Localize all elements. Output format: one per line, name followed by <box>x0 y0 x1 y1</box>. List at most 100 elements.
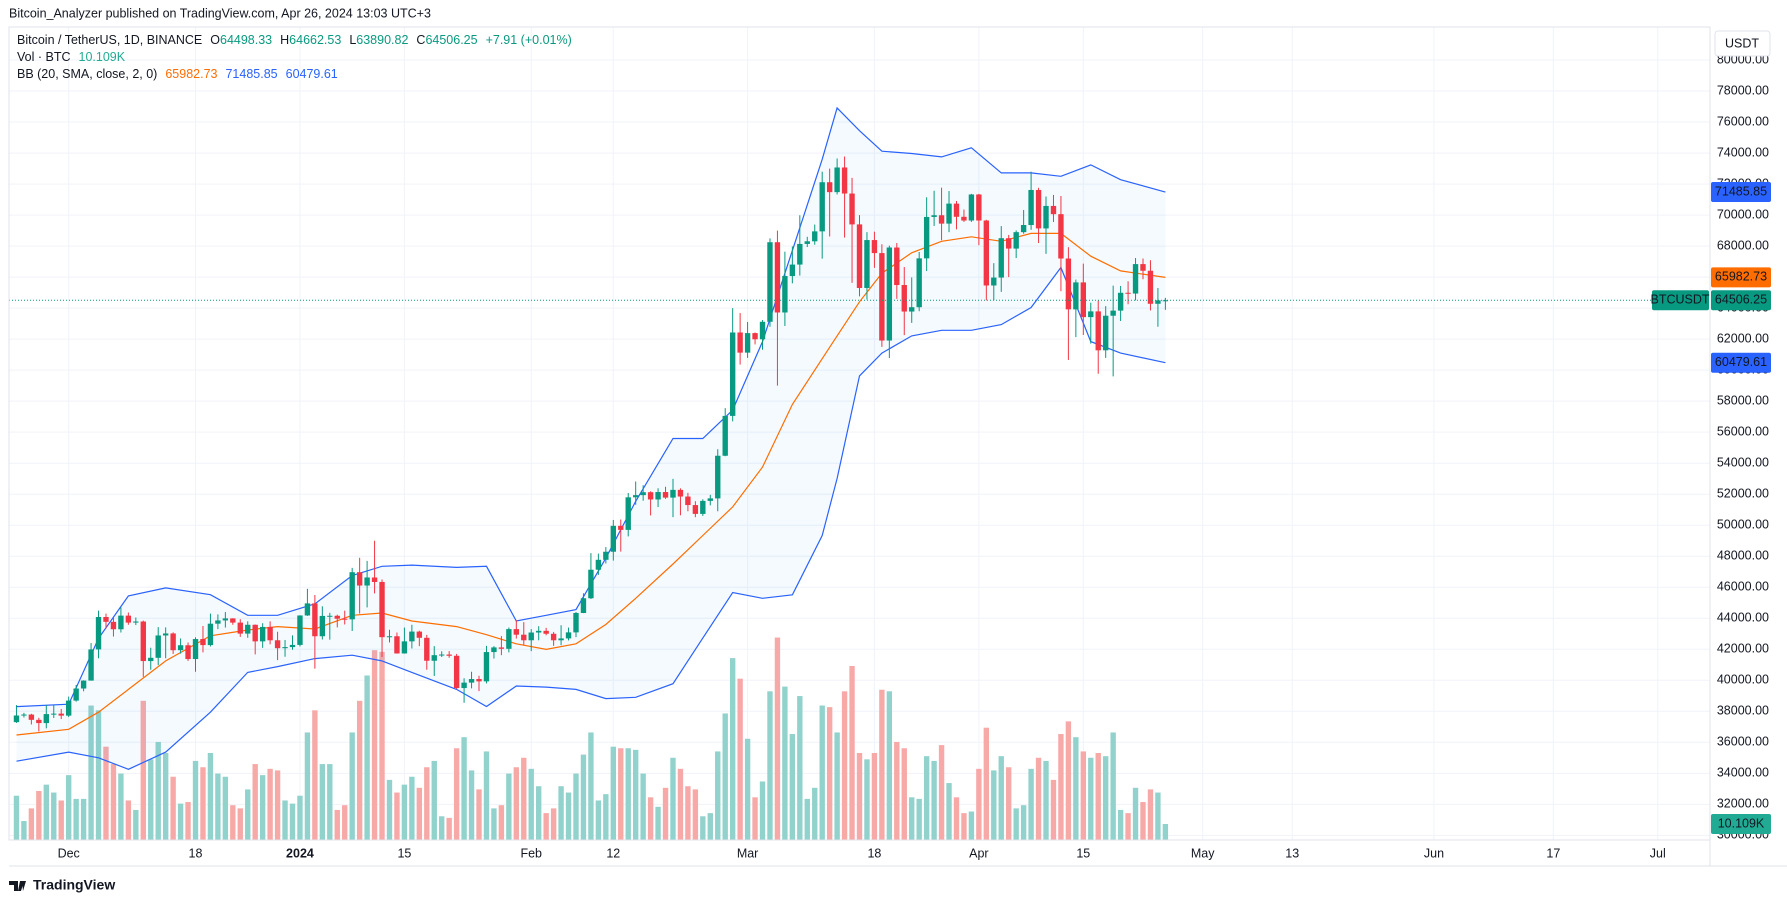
volume-bar <box>1035 757 1042 840</box>
volume-bar <box>73 798 79 840</box>
candle-body <box>916 258 922 308</box>
candle-body <box>140 621 146 662</box>
x-tick-label: 18 <box>189 846 203 860</box>
volume-bar <box>737 678 743 840</box>
candle-body <box>662 492 669 498</box>
candle-body <box>640 492 646 496</box>
candle-body <box>1073 282 1079 310</box>
logo-icon <box>9 881 26 891</box>
candle-body <box>1132 264 1139 294</box>
candle-body <box>983 220 990 286</box>
candle-body <box>319 615 326 637</box>
volume-bar <box>282 800 288 840</box>
volume-bar <box>677 768 684 840</box>
currency-label[interactable]: USDT <box>1725 36 1759 50</box>
candle-body <box>230 618 236 623</box>
volume-bar <box>879 689 885 840</box>
volume-bar <box>103 746 109 840</box>
volume-bar <box>431 760 437 840</box>
y-tick-label: 32000.00 <box>1717 797 1769 811</box>
volume-bar <box>1088 757 1094 840</box>
volume-bar <box>185 802 191 840</box>
x-tick-label: 15 <box>397 846 411 860</box>
volume-legend: Vol · BTC 10.109K <box>17 50 126 64</box>
bb-lower-value: 60479.61 <box>286 67 338 81</box>
candle-body <box>304 603 311 616</box>
volume-bar <box>461 737 467 840</box>
volume-bar <box>364 675 370 840</box>
candle-body <box>491 647 497 653</box>
candle-body <box>580 598 587 613</box>
volume-bar <box>521 757 527 840</box>
candle-body <box>297 615 303 645</box>
candle-body <box>155 635 161 658</box>
volume-bar <box>36 790 42 840</box>
volume-bar <box>1058 734 1064 840</box>
candle-body <box>767 242 773 322</box>
volume-bar <box>640 773 646 840</box>
candle-body <box>700 500 706 514</box>
candle-body <box>334 615 340 619</box>
candle-body <box>595 559 602 570</box>
candle-body <box>1117 292 1124 311</box>
candle-body <box>65 700 72 716</box>
y-tick-label: 50000.00 <box>1717 518 1769 532</box>
bb-lower-tag: 60479.61 <box>1715 355 1767 369</box>
band-lower <box>16 266 1166 770</box>
candle-body <box>498 647 505 649</box>
candle-body <box>864 240 870 288</box>
volume-bar <box>58 800 64 840</box>
volume-bar <box>901 748 907 840</box>
candle-body <box>804 241 810 244</box>
volume-bar <box>1065 721 1072 840</box>
volume-bar <box>439 816 445 840</box>
volume-bar <box>744 738 751 840</box>
candle-body <box>573 612 579 633</box>
volume-bar <box>1006 767 1012 840</box>
bb-middle-tag: 65982.73 <box>1715 270 1767 284</box>
candle-body <box>528 632 534 641</box>
candle-body <box>692 505 699 514</box>
volume-bar <box>1020 805 1027 840</box>
candle-body <box>267 626 273 641</box>
candle-body <box>946 203 952 224</box>
volume-bar <box>670 757 676 840</box>
candle-body <box>207 623 214 646</box>
volume-bar <box>409 776 415 840</box>
volume-bar <box>894 741 900 840</box>
volume-bar <box>401 784 408 840</box>
published-header: Bitcoin_Analyzer published on TradingVie… <box>9 6 431 20</box>
candle-body <box>386 636 393 638</box>
volume-bar <box>610 746 616 840</box>
bb-lower-tag-bg <box>1711 352 1771 373</box>
volume-bar <box>1132 787 1139 840</box>
candle-body <box>476 679 482 682</box>
volume-value: 10.109K <box>79 50 126 64</box>
volume-bar <box>342 805 348 840</box>
volume-bar <box>506 773 512 840</box>
volume-bar <box>655 806 661 840</box>
grid <box>9 27 1710 840</box>
volume-bar <box>65 775 72 840</box>
candle-body <box>1147 270 1154 304</box>
x-tick-label: Apr <box>969 846 988 860</box>
currency-button[interactable] <box>1714 30 1771 57</box>
candle-body <box>938 215 945 224</box>
volume-bar <box>207 753 214 840</box>
y-tick-label: 46000.00 <box>1717 580 1769 594</box>
x-tick-label: 2024 <box>286 846 314 860</box>
candle-body <box>543 630 549 634</box>
candles <box>9 156 1710 732</box>
volume-bar <box>125 800 132 840</box>
y-tick-label: 68000.00 <box>1717 238 1769 252</box>
candle-body <box>588 569 594 599</box>
candle-body <box>95 617 102 650</box>
volume-bar <box>498 805 505 840</box>
candle-body <box>424 637 430 661</box>
candle-body <box>789 264 796 277</box>
volume-tag: 10.109K <box>1718 816 1765 830</box>
volume-bar <box>297 795 303 840</box>
candle-body <box>118 615 124 630</box>
candle-body <box>1080 282 1087 318</box>
candle-body <box>849 193 855 225</box>
